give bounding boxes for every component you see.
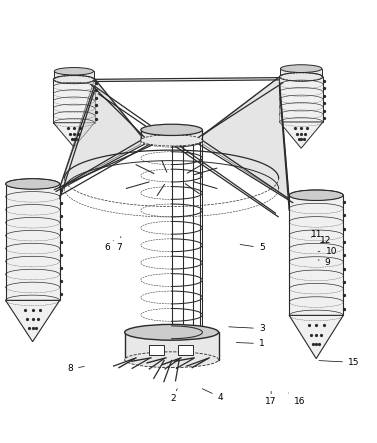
Polygon shape [53, 123, 95, 147]
FancyBboxPatch shape [178, 345, 193, 355]
Text: 2: 2 [171, 389, 177, 403]
Polygon shape [60, 79, 141, 188]
Polygon shape [54, 71, 93, 80]
Text: 7: 7 [116, 237, 122, 253]
Polygon shape [125, 332, 219, 360]
Ellipse shape [53, 75, 95, 84]
Text: 16: 16 [288, 393, 305, 405]
Polygon shape [280, 69, 322, 77]
Ellipse shape [289, 190, 343, 201]
Polygon shape [289, 195, 343, 315]
Polygon shape [279, 122, 323, 148]
Text: 9: 9 [318, 258, 330, 267]
Ellipse shape [141, 124, 202, 136]
Polygon shape [6, 184, 60, 300]
Text: 5: 5 [240, 243, 265, 253]
Text: 6: 6 [105, 240, 113, 253]
Text: 10: 10 [318, 247, 337, 256]
Polygon shape [279, 77, 323, 122]
Text: 17: 17 [265, 391, 277, 405]
Ellipse shape [54, 76, 93, 83]
Text: 15: 15 [319, 358, 360, 367]
Ellipse shape [141, 135, 202, 146]
Ellipse shape [6, 179, 60, 189]
Text: 8: 8 [67, 364, 84, 373]
Ellipse shape [125, 324, 219, 340]
Polygon shape [6, 300, 60, 342]
Ellipse shape [54, 67, 93, 75]
FancyBboxPatch shape [149, 345, 164, 355]
Polygon shape [53, 80, 95, 123]
Ellipse shape [280, 73, 322, 81]
Text: 4: 4 [202, 389, 223, 402]
Text: 12: 12 [320, 236, 331, 245]
Ellipse shape [280, 65, 322, 73]
Polygon shape [141, 130, 202, 140]
Ellipse shape [279, 73, 323, 81]
Text: 3: 3 [229, 324, 265, 333]
Text: 11: 11 [310, 230, 322, 239]
Polygon shape [289, 315, 343, 358]
Text: 1: 1 [236, 339, 265, 348]
Ellipse shape [125, 352, 219, 368]
Polygon shape [202, 77, 289, 199]
